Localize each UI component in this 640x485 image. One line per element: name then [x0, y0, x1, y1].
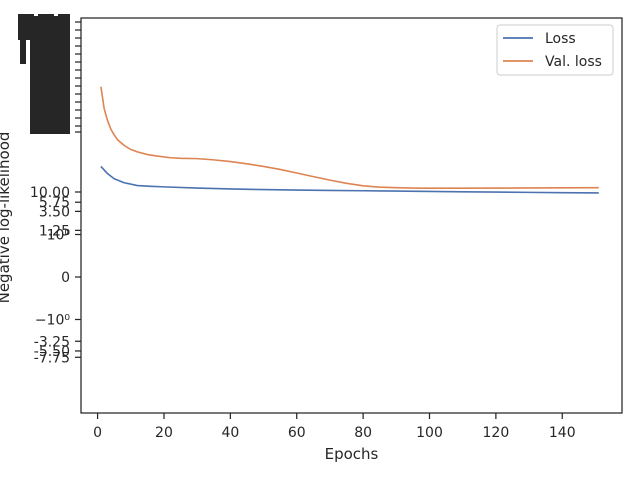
- y-tick-label: 10⁰: [47, 228, 71, 244]
- legend-label: Val. loss: [545, 54, 602, 70]
- y-tick-overlap-mark: [20, 34, 26, 64]
- plot-lines: [100, 86, 599, 194]
- y-tick-overlap-mark: [30, 88, 70, 96]
- x-tick-label: 40: [221, 425, 239, 441]
- y-tick-overlap-mark: [30, 104, 70, 112]
- x-axis-label: Epochs: [325, 445, 379, 463]
- x-tick-label: 100: [416, 425, 443, 441]
- x-axis: 0 20 40 60 80 100 120 140: [93, 413, 576, 441]
- x-tick-label: 120: [483, 425, 510, 441]
- y-tick-label: 5.75: [39, 195, 70, 211]
- y-tick-overlap-mark: [30, 64, 70, 72]
- x-tick-label: 20: [155, 425, 173, 441]
- x-tick-label: 140: [549, 425, 576, 441]
- y-tick-label: 3.50: [39, 204, 70, 220]
- y-tick-overlap-mark: [30, 40, 70, 48]
- y-tick-overlap-mark: [38, 14, 54, 40]
- series-line-loss: [100, 165, 599, 194]
- y-tick-label: -7.75: [34, 350, 70, 366]
- y-tick-overlap-mark: [30, 56, 70, 64]
- x-tick-label: 60: [288, 425, 306, 441]
- y-tick-overlap-mark: [30, 96, 70, 104]
- y-tick-overlap-mark: [62, 36, 68, 66]
- legend-label: Loss: [545, 31, 576, 47]
- plot-frame: [80, 17, 623, 414]
- series-line-val-loss: [100, 86, 599, 189]
- y-tick-label: 10.00: [30, 185, 70, 201]
- y-tick-overlap-mark: [30, 80, 70, 88]
- y-tick-label: 1.25: [39, 223, 70, 239]
- x-tick-label: 0: [93, 425, 102, 441]
- y-tick-overlap-mark: [18, 14, 34, 40]
- y-tick-label: -5.50: [34, 344, 70, 360]
- y-tick-overlap-mark: [30, 126, 70, 134]
- y-tick-overlap-mark: [30, 120, 70, 128]
- y-axis-label: Negative log-likelihood: [0, 132, 13, 304]
- y-tick-overlap-mark: [30, 72, 70, 80]
- y-tick-overlap-mark: [30, 112, 70, 120]
- y-tick-label: −10⁰: [35, 313, 71, 329]
- y-tick-overlap-mark: [58, 14, 70, 40]
- y-tick-overlap-cluster: [18, 14, 81, 134]
- y-tick-overlap-mark: [30, 48, 70, 56]
- x-tick-label: 80: [354, 425, 372, 441]
- legend: Loss Val. loss: [496, 24, 614, 76]
- y-tick-label: 0: [61, 270, 70, 286]
- y-tick-label: -3.25: [34, 334, 70, 350]
